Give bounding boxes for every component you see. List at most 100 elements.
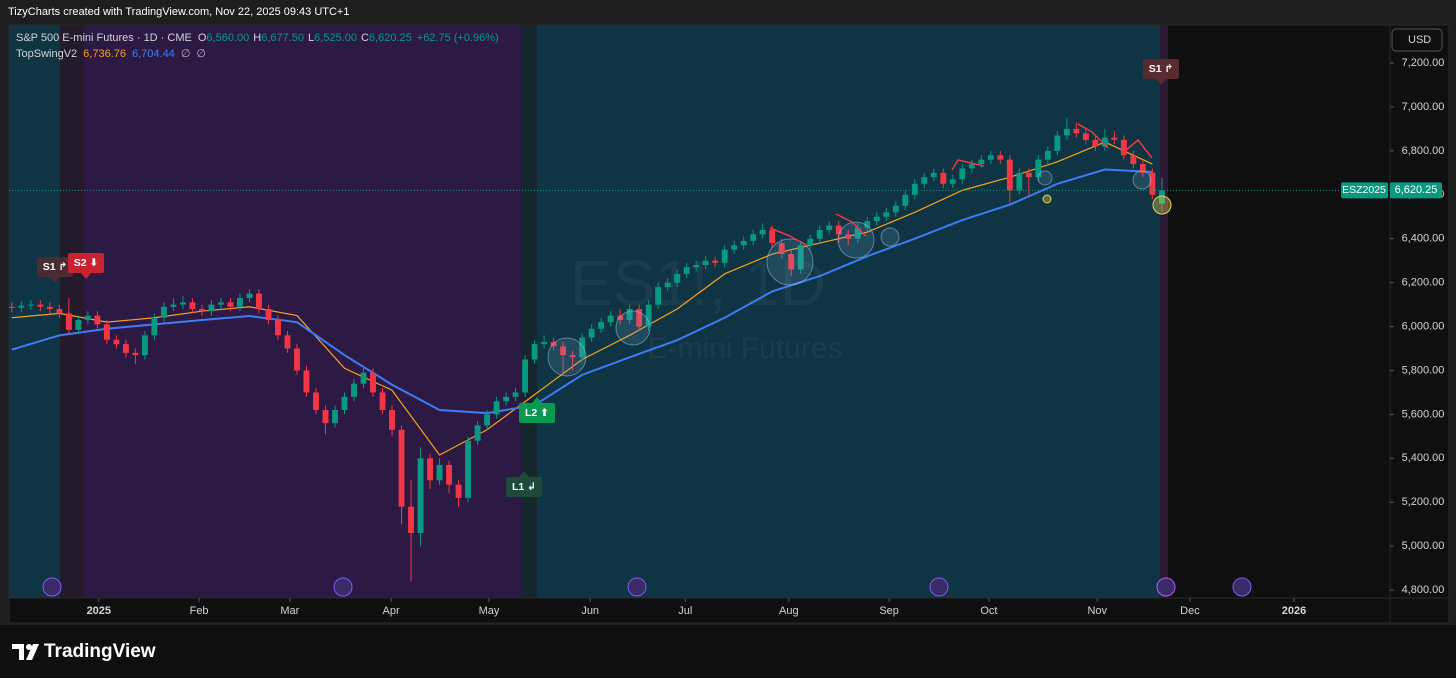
y-tick-label: 7,000.00 [1402, 101, 1445, 113]
candle-body [1130, 155, 1137, 165]
candle-body [103, 324, 110, 340]
candle-body [721, 249, 728, 263]
currency[interactable]: USD [1408, 34, 1431, 46]
event-icon[interactable] [42, 577, 62, 597]
swing-line [835, 213, 867, 237]
candle-body [9, 306, 15, 308]
candle-body [835, 225, 842, 235]
candle-body [379, 392, 386, 411]
indicator-line [11, 168, 1153, 415]
candle-body [1016, 172, 1023, 191]
swing-label-box [37, 257, 73, 277]
header: TizyCharts created with TradingView.com,… [8, 6, 349, 18]
candle-body [284, 335, 291, 349]
candle-body [598, 322, 605, 329]
swing-label: S2 ⬇ [74, 257, 99, 269]
y-tick-label: 4,800.00 [1402, 584, 1445, 596]
swing-label: S1 ↱ [1149, 63, 1174, 75]
candle-body [303, 370, 310, 393]
candle-body [911, 183, 918, 195]
candle-body [436, 464, 443, 481]
candle-body [892, 205, 899, 213]
swing-line [1123, 138, 1153, 159]
candle-body [873, 216, 880, 222]
candle-body [189, 302, 196, 309]
candle-body [56, 308, 63, 314]
candle-body [579, 337, 586, 358]
footer-brand: TradingView [44, 641, 156, 662]
y-tick-label: 7,200.00 [1402, 57, 1445, 69]
candle-body [759, 229, 766, 235]
candle-body [541, 341, 548, 345]
swing-circle [615, 310, 651, 346]
swing-line [1077, 123, 1109, 149]
candle-body [474, 425, 481, 441]
y-tick-label: 6,400.00 [1402, 233, 1445, 245]
candle-body [807, 238, 814, 246]
logo-mark [12, 644, 39, 660]
candle-body [845, 234, 852, 239]
candle-body [237, 297, 243, 307]
currency-button[interactable] [1391, 28, 1443, 52]
y-tick-label: 5,400.00 [1402, 452, 1445, 464]
candle-body [617, 315, 624, 320]
y-tick-label: 6,000.00 [1402, 320, 1445, 332]
candle-body [816, 229, 823, 239]
x-tick-label: Aug [779, 605, 799, 617]
candle-body [465, 440, 472, 498]
candle-body [788, 254, 795, 270]
candle-body [1025, 172, 1032, 178]
ohlc-value: 6,620.25 [369, 32, 412, 44]
candle-body [997, 155, 1004, 160]
ohlc-value: 6,525.00 [314, 32, 357, 44]
candle-body [674, 273, 681, 283]
candle-body [1139, 164, 1146, 173]
candle-body [141, 335, 148, 356]
event-icon[interactable] [333, 577, 353, 597]
swing-label-box [68, 253, 104, 273]
candle-body [455, 484, 462, 498]
x-tick-label: Sep [879, 605, 899, 617]
swing-label-pointer [519, 471, 529, 477]
candle-body [132, 352, 139, 356]
candle-body [351, 383, 357, 397]
swing-circle [1037, 170, 1053, 186]
candle-body [940, 172, 947, 184]
x-tick-label: Jun [581, 605, 599, 617]
candle-body [332, 410, 338, 424]
swing-circle [1132, 170, 1152, 190]
candle-body [1082, 133, 1089, 140]
candle-body [949, 179, 956, 184]
candle-body [94, 315, 101, 325]
event-icon[interactable] [1156, 577, 1176, 597]
candle-body [522, 359, 529, 393]
candle-body [179, 302, 186, 305]
y-tick-label: 5,800.00 [1402, 364, 1445, 376]
event-icon[interactable] [1232, 577, 1252, 597]
candle-body [65, 313, 72, 330]
indicator-value: ∅ [181, 48, 191, 60]
indicator-value: ∅ [196, 48, 206, 60]
x-tick-label: Dec [1180, 605, 1200, 617]
candle-body [1063, 128, 1070, 136]
indicator-value: 6,736.76 [83, 48, 126, 60]
swing-line [769, 227, 809, 247]
watermark-subtitle: E-mini Futures [647, 332, 842, 365]
swing-label-box [1143, 59, 1179, 79]
candle-body [883, 212, 890, 217]
candle-body [275, 319, 281, 336]
event-icon[interactable] [627, 577, 647, 597]
candle-body [294, 348, 300, 371]
swing-lines [769, 123, 1153, 247]
candle-body [531, 344, 538, 360]
candle-body [1092, 139, 1099, 147]
candle-body [655, 287, 662, 305]
candle-body [1111, 137, 1118, 140]
swing-label: S1 ↱ [43, 261, 68, 273]
transition-zone [521, 25, 537, 598]
event-icon[interactable] [929, 577, 949, 597]
candle-body [227, 302, 234, 307]
y-tick-label: 5,200.00 [1402, 496, 1445, 508]
footer-bar [0, 625, 1456, 678]
